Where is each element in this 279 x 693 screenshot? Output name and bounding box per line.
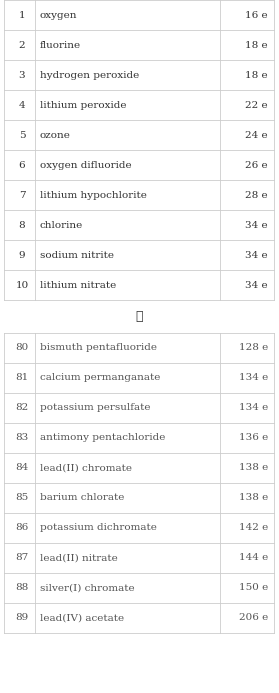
Text: 128 e: 128 e (239, 344, 268, 353)
Text: lead(II) nitrate: lead(II) nitrate (40, 554, 118, 563)
Text: 18 e: 18 e (245, 40, 268, 49)
Text: 24 e: 24 e (245, 130, 268, 139)
Text: 136 e: 136 e (239, 434, 268, 443)
Text: lithium hypochlorite: lithium hypochlorite (40, 191, 147, 200)
Text: ⋮: ⋮ (136, 310, 143, 323)
Text: potassium persulfate: potassium persulfate (40, 403, 150, 412)
Text: chlorine: chlorine (40, 220, 83, 229)
Text: 144 e: 144 e (239, 554, 268, 563)
Text: 82: 82 (15, 403, 29, 412)
Text: 16 e: 16 e (245, 10, 268, 19)
Text: 7: 7 (19, 191, 25, 200)
Text: 88: 88 (15, 584, 29, 593)
Text: 34 e: 34 e (245, 250, 268, 259)
Text: ozone: ozone (40, 130, 71, 139)
Text: barium chlorate: barium chlorate (40, 493, 124, 502)
Text: potassium dichromate: potassium dichromate (40, 523, 157, 532)
Text: 81: 81 (15, 374, 29, 383)
Text: lead(II) chromate: lead(II) chromate (40, 464, 132, 473)
Text: antimony pentachloride: antimony pentachloride (40, 434, 165, 443)
Text: 2: 2 (19, 40, 25, 49)
Text: lead(IV) acetate: lead(IV) acetate (40, 613, 124, 622)
Text: 138 e: 138 e (239, 464, 268, 473)
Text: 84: 84 (15, 464, 29, 473)
Text: 22 e: 22 e (245, 100, 268, 109)
Text: 85: 85 (15, 493, 29, 502)
Text: 28 e: 28 e (245, 191, 268, 200)
Text: 142 e: 142 e (239, 523, 268, 532)
Text: 9: 9 (19, 250, 25, 259)
Text: 87: 87 (15, 554, 29, 563)
Text: 34 e: 34 e (245, 281, 268, 290)
Text: 89: 89 (15, 613, 29, 622)
Text: 83: 83 (15, 434, 29, 443)
Text: 10: 10 (15, 281, 29, 290)
Text: fluorine: fluorine (40, 40, 81, 49)
Text: 5: 5 (19, 130, 25, 139)
Text: 138 e: 138 e (239, 493, 268, 502)
Text: lithium nitrate: lithium nitrate (40, 281, 116, 290)
Text: 134 e: 134 e (239, 374, 268, 383)
Text: 6: 6 (19, 161, 25, 170)
Text: 26 e: 26 e (245, 161, 268, 170)
Text: hydrogen peroxide: hydrogen peroxide (40, 71, 139, 80)
Text: oxygen: oxygen (40, 10, 78, 19)
Text: 34 e: 34 e (245, 220, 268, 229)
Text: sodium nitrite: sodium nitrite (40, 250, 114, 259)
Text: 86: 86 (15, 523, 29, 532)
Text: oxygen difluoride: oxygen difluoride (40, 161, 132, 170)
Text: 8: 8 (19, 220, 25, 229)
Text: 206 e: 206 e (239, 613, 268, 622)
Text: silver(I) chromate: silver(I) chromate (40, 584, 135, 593)
Text: 18 e: 18 e (245, 71, 268, 80)
Text: bismuth pentafluoride: bismuth pentafluoride (40, 344, 157, 353)
Text: calcium permanganate: calcium permanganate (40, 374, 160, 383)
Text: 3: 3 (19, 71, 25, 80)
Text: 4: 4 (19, 100, 25, 109)
Text: 1: 1 (19, 10, 25, 19)
Text: 80: 80 (15, 344, 29, 353)
Text: lithium peroxide: lithium peroxide (40, 100, 126, 109)
Text: 134 e: 134 e (239, 403, 268, 412)
Text: 150 e: 150 e (239, 584, 268, 593)
